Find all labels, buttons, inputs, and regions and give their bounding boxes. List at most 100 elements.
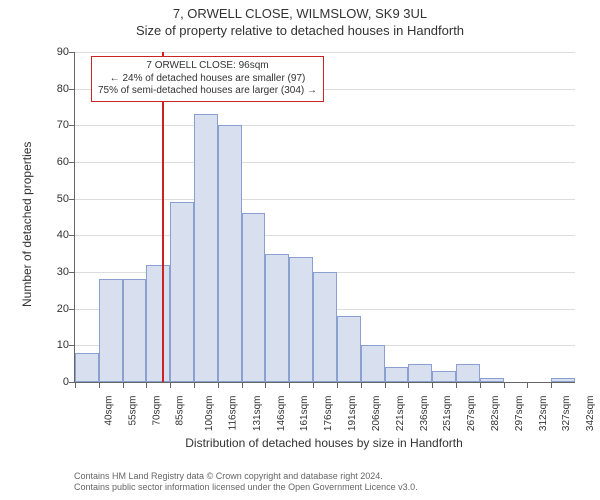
- x-tick: [456, 382, 457, 388]
- attribution-line: Contains public sector information licen…: [74, 482, 418, 494]
- x-tick-label: 55sqm: [127, 396, 138, 426]
- chart-title: 7, ORWELL CLOSE, WILMSLOW, SK9 3UL: [0, 0, 600, 21]
- y-tick: [69, 272, 75, 273]
- histogram-bar: [432, 371, 456, 382]
- x-tick-label: 146sqm: [276, 396, 287, 432]
- y-tick-label: 20: [39, 303, 69, 315]
- x-tick-label: 267sqm: [466, 396, 477, 432]
- histogram-bar: [242, 213, 266, 382]
- y-tick: [69, 52, 75, 53]
- x-tick: [265, 382, 266, 388]
- x-tick-label: 100sqm: [204, 396, 215, 432]
- y-tick: [69, 125, 75, 126]
- x-tick: [361, 382, 362, 388]
- x-tick: [313, 382, 314, 388]
- histogram-bar: [123, 279, 147, 382]
- grid-line: [75, 199, 575, 200]
- y-tick-label: 40: [39, 229, 69, 241]
- y-tick: [69, 199, 75, 200]
- x-tick: [170, 382, 171, 388]
- y-tick-label: 30: [39, 266, 69, 278]
- histogram-bar: [218, 125, 242, 382]
- y-tick-label: 10: [39, 339, 69, 351]
- histogram-bar: [75, 353, 99, 382]
- x-axis-title: Distribution of detached houses by size …: [74, 436, 574, 450]
- histogram-bar: [385, 367, 409, 382]
- y-tick-label: 0: [39, 376, 69, 388]
- histogram-bar: [408, 364, 432, 382]
- annotation-line: ← 24% of detached houses are smaller (97…: [98, 73, 317, 86]
- x-tick: [527, 382, 528, 388]
- grid-line: [75, 162, 575, 163]
- chart-container: 7, ORWELL CLOSE, WILMSLOW, SK9 3UL Size …: [0, 0, 600, 500]
- x-tick-label: 282sqm: [490, 396, 501, 432]
- x-tick: [432, 382, 433, 388]
- x-tick: [218, 382, 219, 388]
- annotation-line: 75% of semi-detached houses are larger (…: [98, 85, 317, 98]
- x-tick: [99, 382, 100, 388]
- grid-line: [75, 52, 575, 53]
- attribution-text: Contains HM Land Registry data © Crown c…: [74, 471, 418, 494]
- x-tick: [123, 382, 124, 388]
- y-tick: [69, 345, 75, 346]
- histogram-bar: [265, 254, 289, 382]
- x-tick-label: 191sqm: [347, 396, 358, 432]
- histogram-bar: [194, 114, 218, 382]
- histogram-bar: [337, 316, 361, 382]
- y-tick: [69, 89, 75, 90]
- x-tick-label: 221sqm: [395, 396, 406, 432]
- y-tick: [69, 235, 75, 236]
- x-tick-label: 342sqm: [585, 396, 596, 432]
- x-tick-label: 176sqm: [323, 396, 334, 432]
- y-tick: [69, 162, 75, 163]
- x-tick-label: 251sqm: [442, 396, 453, 432]
- histogram-bar: [99, 279, 123, 382]
- y-tick-label: 50: [39, 193, 69, 205]
- chart-area: 010203040506070809040sqm55sqm70sqm85sqm1…: [44, 52, 584, 422]
- y-tick-label: 80: [39, 83, 69, 95]
- x-tick: [408, 382, 409, 388]
- x-tick: [480, 382, 481, 388]
- y-axis-title: Number of detached properties: [20, 142, 34, 307]
- histogram-bar: [456, 364, 480, 382]
- x-tick: [194, 382, 195, 388]
- reference-line: [162, 52, 164, 382]
- x-tick: [337, 382, 338, 388]
- x-tick-label: 116sqm: [227, 396, 238, 431]
- histogram-bar: [361, 345, 385, 382]
- x-tick: [75, 382, 76, 388]
- grid-line: [75, 235, 575, 236]
- x-tick-label: 131sqm: [252, 396, 263, 432]
- x-tick-label: 85sqm: [175, 396, 186, 426]
- x-tick-label: 297sqm: [514, 396, 525, 432]
- annotation-line: 7 ORWELL CLOSE: 96sqm: [98, 60, 317, 73]
- x-tick: [242, 382, 243, 388]
- histogram-bar: [289, 257, 313, 382]
- chart-subtitle: Size of property relative to detached ho…: [0, 21, 600, 38]
- x-tick-label: 236sqm: [419, 396, 430, 432]
- x-tick: [289, 382, 290, 388]
- x-tick-label: 206sqm: [371, 396, 382, 432]
- y-tick-label: 90: [39, 46, 69, 58]
- x-tick-label: 40sqm: [104, 396, 115, 426]
- histogram-bar: [313, 272, 337, 382]
- histogram-bar: [146, 265, 170, 382]
- y-tick-label: 70: [39, 119, 69, 131]
- x-tick-label: 312sqm: [538, 396, 549, 432]
- y-tick: [69, 309, 75, 310]
- grid-line: [75, 125, 575, 126]
- annotation-box: 7 ORWELL CLOSE: 96sqm ← 24% of detached …: [91, 56, 324, 102]
- plot-area: 010203040506070809040sqm55sqm70sqm85sqm1…: [74, 52, 575, 383]
- x-tick: [551, 382, 552, 388]
- x-tick: [146, 382, 147, 388]
- x-tick-label: 327sqm: [561, 396, 572, 432]
- x-tick-label: 70sqm: [151, 396, 162, 426]
- histogram-bar: [551, 378, 575, 382]
- attribution-line: Contains HM Land Registry data © Crown c…: [74, 471, 418, 483]
- x-tick: [504, 382, 505, 388]
- y-tick-label: 60: [39, 156, 69, 168]
- x-tick-label: 161sqm: [300, 396, 311, 432]
- x-tick: [385, 382, 386, 388]
- histogram-bar: [480, 378, 504, 382]
- histogram-bar: [170, 202, 194, 382]
